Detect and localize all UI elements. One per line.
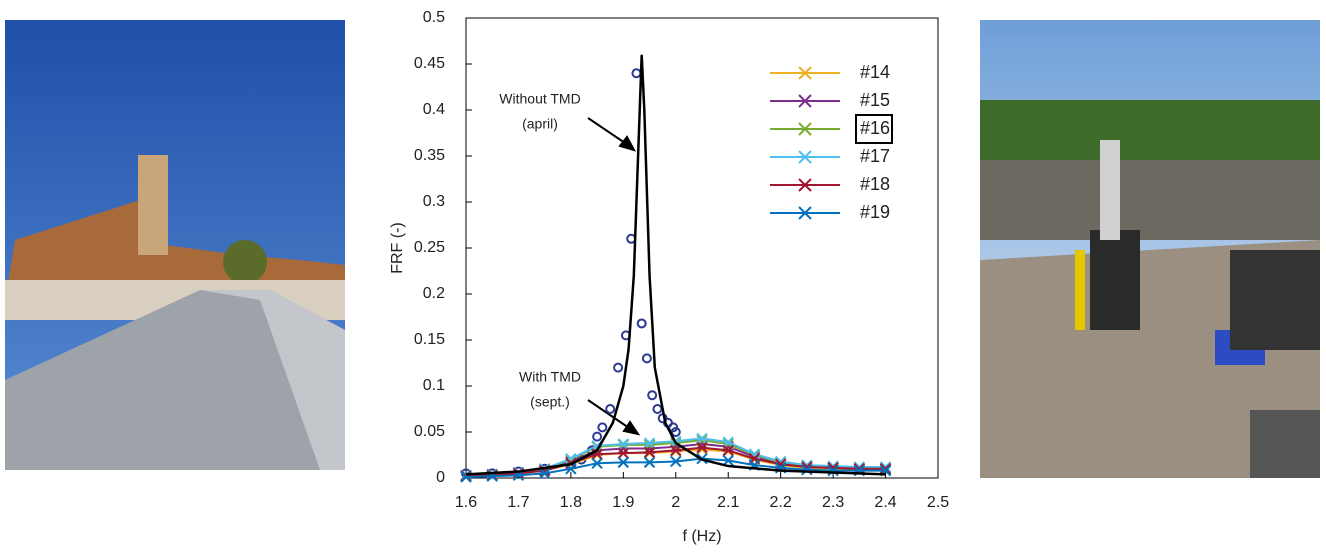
x-tick-label: 2.1 bbox=[717, 494, 739, 511]
legend-marker bbox=[798, 178, 812, 192]
x-axis-label: f (Hz) bbox=[682, 528, 721, 545]
x-tick-label: 2 bbox=[671, 494, 680, 511]
y-tick-label: 0.4 bbox=[423, 101, 445, 118]
measured-point bbox=[605, 404, 616, 414]
bridge-photo bbox=[5, 20, 345, 470]
y-tick-label: 0.5 bbox=[423, 9, 445, 26]
x-marker bbox=[643, 456, 656, 469]
measured-point bbox=[613, 362, 624, 373]
x-tick-label: 1.8 bbox=[560, 494, 582, 511]
y-tick-label: 0 bbox=[436, 469, 445, 486]
y-tick-label: 0.3 bbox=[423, 193, 445, 210]
x-marker bbox=[801, 464, 813, 476]
legend-label: #14 bbox=[860, 62, 890, 82]
legend-marker bbox=[798, 206, 812, 220]
legend-label: #18 bbox=[860, 174, 890, 194]
y-tick-label: 0.15 bbox=[414, 331, 445, 348]
x-marker bbox=[670, 455, 682, 468]
x-marker bbox=[617, 456, 630, 469]
legend-label: #15 bbox=[860, 90, 890, 110]
x-marker bbox=[538, 467, 551, 480]
measured-point bbox=[652, 404, 663, 414]
x-marker bbox=[696, 441, 708, 454]
y-tick-label: 0.2 bbox=[423, 285, 445, 302]
legend-marker bbox=[798, 66, 812, 80]
annotation: (april) bbox=[522, 116, 558, 132]
x-marker bbox=[643, 446, 656, 458]
measured-point bbox=[641, 353, 652, 364]
x-marker bbox=[670, 444, 682, 457]
legend-marker bbox=[798, 94, 812, 108]
y-tick-label: 0.1 bbox=[423, 377, 445, 394]
legend-label: #19 bbox=[860, 202, 890, 222]
x-tick-label: 2.5 bbox=[927, 494, 949, 511]
x-marker bbox=[722, 454, 734, 467]
legend-label: #16 bbox=[860, 118, 890, 138]
x-marker bbox=[617, 438, 630, 450]
y-tick-label: 0.35 bbox=[414, 147, 445, 164]
measured-point bbox=[636, 318, 647, 329]
reference-line bbox=[465, 54, 886, 476]
x-tick-label: 1.9 bbox=[612, 494, 634, 511]
x-marker bbox=[643, 437, 656, 449]
y-tick-label: 0.45 bbox=[414, 55, 445, 72]
y-tick-label: 0.05 bbox=[414, 423, 445, 440]
x-tick-label: 2.3 bbox=[822, 494, 844, 511]
x-marker bbox=[591, 457, 603, 469]
x-marker bbox=[722, 444, 734, 457]
y-axis-label: FRF (-) bbox=[389, 222, 406, 274]
legend-marker bbox=[798, 150, 812, 164]
measured-point bbox=[631, 68, 642, 79]
x-marker bbox=[617, 447, 630, 459]
x-marker bbox=[722, 436, 734, 448]
arrows bbox=[587, 117, 641, 436]
highlight-box bbox=[855, 114, 893, 144]
y-tick-label: 0.25 bbox=[414, 239, 445, 256]
x-tick-label: 2.4 bbox=[874, 494, 896, 511]
legend-marker bbox=[798, 122, 812, 136]
x-tick-label: 1.6 bbox=[455, 494, 477, 511]
x-tick-label: 2.2 bbox=[770, 494, 792, 511]
annotation: (sept.) bbox=[530, 394, 570, 410]
x-marker bbox=[801, 459, 813, 471]
measured-point bbox=[592, 431, 603, 442]
x-marker bbox=[827, 464, 839, 477]
x-marker bbox=[696, 432, 708, 445]
annotation: With TMD bbox=[519, 369, 581, 385]
annotation: Without TMD bbox=[499, 91, 580, 107]
measured-point bbox=[597, 422, 608, 433]
x-marker bbox=[827, 460, 839, 472]
measured-point bbox=[670, 427, 681, 437]
x-tick-label: 1.7 bbox=[507, 494, 529, 511]
x-marker bbox=[879, 463, 892, 475]
test-photo bbox=[980, 20, 1320, 478]
legend-label: #17 bbox=[860, 146, 890, 166]
measured-point bbox=[647, 390, 658, 401]
